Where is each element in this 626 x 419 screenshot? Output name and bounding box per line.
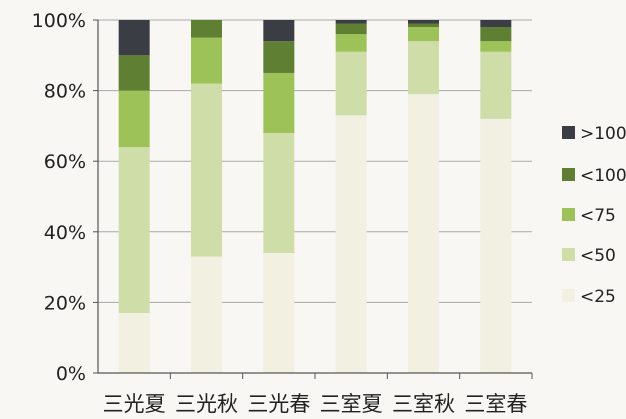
bar-segment — [191, 37, 222, 84]
legend-swatch — [562, 248, 575, 261]
y-tick-label: 0% — [56, 363, 86, 385]
legend-label: <75 — [580, 206, 616, 226]
x-tick-label: 三光秋 — [175, 392, 238, 416]
x-tick-label: 三光夏 — [103, 392, 166, 416]
bar-segment — [118, 55, 150, 91]
bar-segment — [408, 27, 439, 42]
bar-segment — [408, 41, 439, 95]
legend-label: <25 — [580, 287, 616, 307]
legend-swatch — [562, 289, 575, 302]
bar-segment — [335, 51, 367, 116]
bar-segment — [408, 23, 439, 28]
bar-segment — [191, 256, 222, 373]
legend-swatch — [562, 126, 575, 139]
bar-segment — [191, 20, 222, 38]
bar-segment — [480, 27, 512, 42]
bar-segment — [335, 20, 367, 24]
legend-label: >100 — [580, 124, 626, 144]
x-tick-label: 三室夏 — [320, 392, 383, 416]
y-tick-labels: 0% 20% 40% 60% 80% 100% — [32, 10, 86, 385]
bar-segment — [263, 252, 295, 373]
x-tick-label: 三光春 — [247, 392, 310, 416]
bar-segment — [408, 20, 439, 24]
bar-segment — [118, 20, 150, 56]
bars — [118, 20, 512, 373]
y-tick-label: 40% — [44, 222, 86, 244]
y-tick-label: 80% — [44, 81, 86, 103]
x-tick-label: 三室春 — [464, 392, 527, 416]
bar-segment — [191, 83, 222, 257]
gridlines — [98, 19, 532, 303]
x-tick-labels: 三光夏 三光秋 三光春 三室夏 三室秋 三室春 — [103, 392, 528, 416]
bar-segment — [480, 41, 512, 52]
bar-segment — [118, 147, 150, 313]
bar-segment — [263, 132, 295, 253]
legend-label: <50 — [580, 246, 616, 266]
bar-segment — [263, 72, 295, 133]
legend-swatch — [562, 208, 575, 221]
y-tick-label: 100% — [32, 10, 86, 32]
bar-segment — [263, 20, 295, 42]
bar-segment — [480, 118, 512, 373]
bar-segment — [118, 312, 150, 373]
bar-segment — [335, 34, 367, 52]
legend: >100 <100 <75 <50 <25 — [562, 124, 626, 307]
bar-segment — [263, 41, 295, 73]
bar-segment — [480, 51, 512, 119]
bar-segment — [408, 94, 439, 373]
bar-segment — [118, 90, 150, 148]
legend-label: <100 — [580, 166, 626, 186]
bar-segment — [335, 115, 367, 373]
y-tick-label: 20% — [44, 292, 86, 314]
axes — [93, 19, 533, 379]
bar-segment — [335, 23, 367, 35]
x-tick-label: 三室秋 — [392, 392, 455, 416]
legend-swatch — [562, 168, 575, 181]
bar-segment — [480, 20, 512, 28]
y-tick-label: 60% — [44, 151, 86, 173]
